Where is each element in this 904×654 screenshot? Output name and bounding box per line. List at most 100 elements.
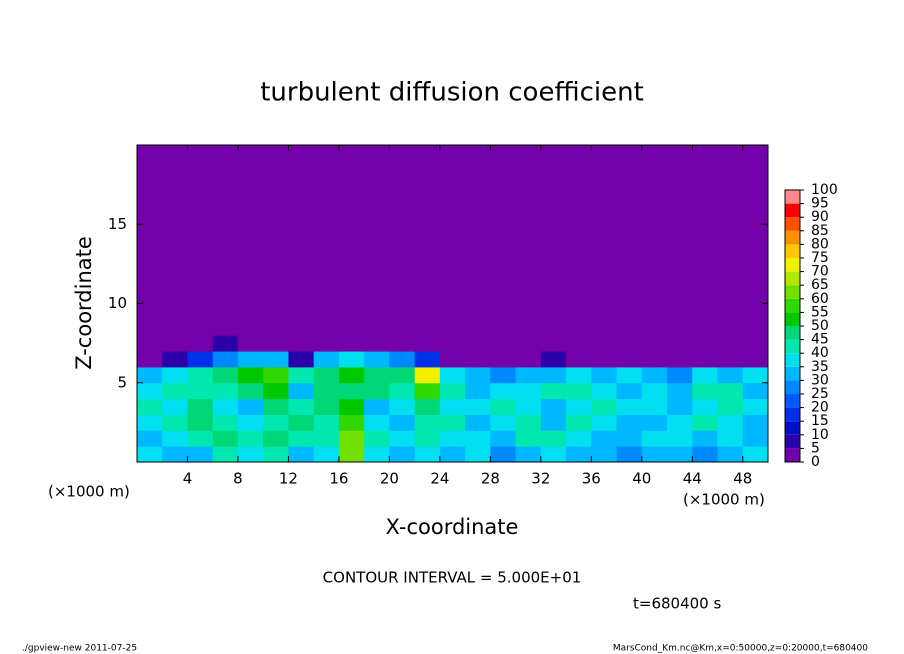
cell xyxy=(540,319,567,336)
cell xyxy=(742,255,769,273)
cell xyxy=(641,366,668,384)
cell xyxy=(187,240,214,257)
cell xyxy=(414,382,441,400)
cell xyxy=(263,160,289,178)
cell xyxy=(439,446,466,463)
cell xyxy=(616,145,643,162)
cell xyxy=(288,382,315,400)
cell xyxy=(263,366,289,384)
colorbar-label: 100 xyxy=(811,182,838,198)
cell xyxy=(237,398,264,415)
cell xyxy=(566,414,592,431)
cell xyxy=(692,208,719,225)
cell xyxy=(212,398,239,415)
cell xyxy=(414,319,441,336)
cell xyxy=(338,224,365,241)
cell xyxy=(389,160,416,178)
cell xyxy=(212,446,239,463)
cell xyxy=(137,351,163,368)
cell xyxy=(717,303,744,320)
cell xyxy=(313,287,340,304)
cell xyxy=(389,430,416,447)
cell xyxy=(692,192,719,209)
cell xyxy=(515,208,542,225)
cell xyxy=(465,335,491,352)
cell xyxy=(338,366,365,384)
cell xyxy=(338,319,365,336)
cell xyxy=(137,414,163,431)
cell xyxy=(742,446,769,463)
cell xyxy=(338,192,365,209)
cell xyxy=(490,192,517,209)
colorbar-band xyxy=(785,366,800,381)
x-tick-label: 16 xyxy=(329,470,348,488)
cell xyxy=(540,446,567,463)
cell xyxy=(237,446,264,463)
cell xyxy=(263,192,289,209)
cell xyxy=(263,255,289,273)
cell xyxy=(263,240,289,257)
cell xyxy=(717,430,744,447)
cell xyxy=(566,160,592,178)
cell xyxy=(641,414,668,431)
x-axis-label: X-coordinate xyxy=(386,515,519,539)
cell xyxy=(616,335,643,352)
cell xyxy=(237,351,264,368)
cell xyxy=(313,335,340,352)
cell xyxy=(137,208,163,225)
x-tick-label: 36 xyxy=(582,470,601,488)
cell xyxy=(389,351,416,368)
cell xyxy=(540,382,567,400)
cell xyxy=(717,287,744,304)
cell xyxy=(288,255,315,273)
cell xyxy=(717,446,744,463)
cell xyxy=(641,224,668,241)
cell xyxy=(338,351,365,368)
cell xyxy=(338,287,365,304)
cell xyxy=(338,414,365,431)
cell xyxy=(515,271,542,289)
colorbar-label: 5 xyxy=(811,440,820,456)
cell xyxy=(490,446,517,463)
cell xyxy=(364,208,390,225)
cell xyxy=(313,319,340,336)
cell xyxy=(414,192,441,209)
colorbar-band xyxy=(785,407,800,422)
cell xyxy=(641,335,668,352)
cell xyxy=(717,145,744,162)
cell xyxy=(237,255,264,273)
cell xyxy=(742,160,769,178)
cell xyxy=(616,414,643,431)
cell xyxy=(137,287,163,304)
cell xyxy=(515,398,542,415)
cell xyxy=(641,351,668,368)
x-tick-label: 12 xyxy=(279,470,298,488)
cell xyxy=(717,351,744,368)
cell xyxy=(364,366,390,384)
cell xyxy=(263,287,289,304)
cell xyxy=(465,160,491,178)
cell xyxy=(414,414,441,431)
cell xyxy=(439,351,466,368)
cell xyxy=(667,351,693,368)
cell xyxy=(591,335,618,352)
cell xyxy=(515,335,542,352)
cell xyxy=(742,335,769,352)
cell xyxy=(692,351,719,368)
cell xyxy=(591,208,618,225)
cell xyxy=(237,192,264,209)
colorbar-band xyxy=(785,203,800,218)
cell xyxy=(313,366,340,384)
colorbar-band xyxy=(785,271,800,286)
cell xyxy=(566,208,592,225)
cell xyxy=(313,414,340,431)
cell xyxy=(515,319,542,336)
cell xyxy=(490,303,517,320)
cell xyxy=(692,398,719,415)
cell xyxy=(313,271,340,289)
cell xyxy=(212,192,239,209)
cell xyxy=(616,208,643,225)
cell xyxy=(540,160,567,178)
colorbar-label: 55 xyxy=(811,304,829,320)
cell xyxy=(591,176,618,194)
